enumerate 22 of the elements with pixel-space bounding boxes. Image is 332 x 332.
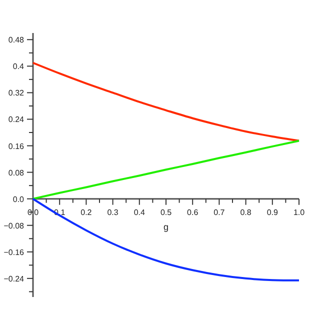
y-tick-label: −0.08 bbox=[4, 221, 25, 230]
x-tick-label: 0.2 bbox=[80, 208, 92, 217]
x-tick-label: 0.6 bbox=[187, 208, 199, 217]
x-tick-label: 0.7 bbox=[214, 208, 226, 217]
x-tick-label: 0.8 bbox=[240, 208, 252, 217]
y-tick-label: 0.32 bbox=[8, 88, 25, 98]
y-tick-label: 0.24 bbox=[8, 115, 25, 124]
x-tick-label: 0.9 bbox=[266, 208, 279, 217]
line-series bbox=[32, 140, 300, 200]
y-tick-label: 0.48 bbox=[8, 36, 25, 45]
y-tick-label: 0.16 bbox=[8, 142, 25, 151]
y-tick-label: 0.08 bbox=[8, 168, 25, 178]
y-tick-label: 0.4 bbox=[12, 62, 25, 72]
x-tick-label: 1.0 bbox=[293, 208, 306, 217]
y-tick-label: 0.0 bbox=[12, 194, 25, 204]
x-tick-label: 0.4 bbox=[134, 208, 146, 217]
x-tick-label: 0.3 bbox=[107, 208, 119, 217]
y-tick-label: −0.24 bbox=[4, 274, 25, 284]
y-tick-label: −0.16 bbox=[4, 248, 25, 257]
x-tick-label: 0.5 bbox=[160, 208, 172, 217]
line-series bbox=[32, 62, 300, 142]
x-axis-title: g bbox=[163, 222, 169, 232]
